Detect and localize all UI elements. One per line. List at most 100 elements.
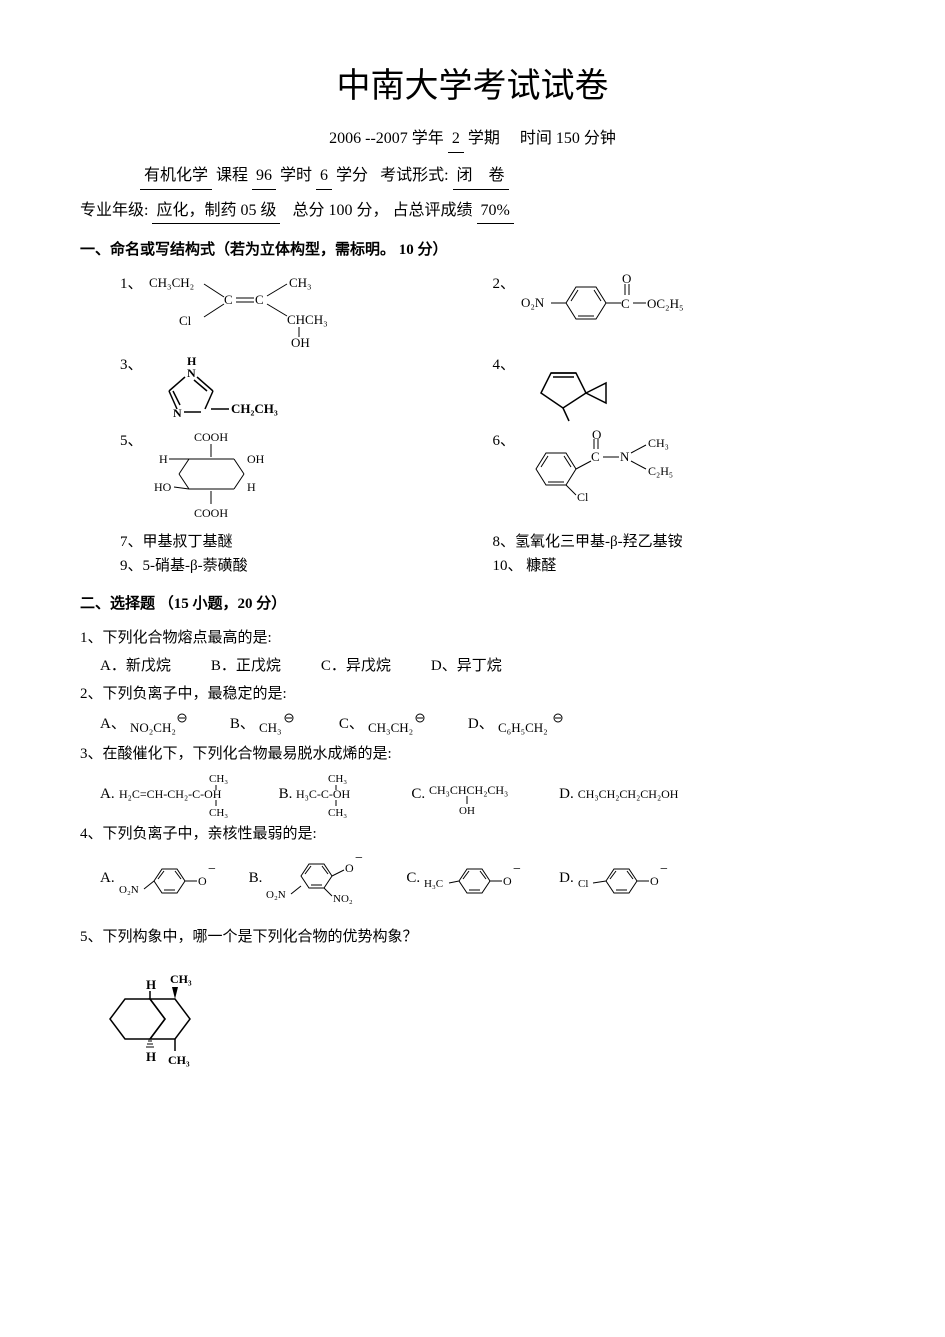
s2-q4a: A. O₂N O − — [100, 855, 219, 900]
svg-text:O₂N: O₂N — [266, 889, 286, 901]
s1-q10: 10、 糠醛 — [493, 554, 866, 578]
s1-q5-structure: COOH H OH HO H COOH — [149, 429, 289, 524]
s2-q2c-formula: CH₃CH₂ — [368, 710, 428, 738]
s2-q5-structure: H CH₃ H CH₃ — [80, 959, 865, 1079]
s2-q2c-label: C、 — [339, 712, 364, 736]
svg-text:H₃C: H₃C — [424, 878, 443, 890]
svg-text:CH₃: CH₃ — [259, 720, 282, 735]
svg-text:NO₂CH₂: NO₂CH₂ — [130, 720, 176, 735]
s1-q4-structure — [521, 353, 631, 423]
s2-q3a: A. H₂C=CH-CH₂-C-OH CH₃ CH₃ — [100, 770, 259, 818]
percent-label: 占总评成绩 — [393, 202, 473, 219]
semester-label: 学期 — [468, 130, 500, 147]
percent: 70% — [477, 198, 514, 225]
s2-q4a-formula: O₂N O − — [119, 855, 219, 900]
svg-text:CH₃: CH₃ — [168, 1053, 190, 1067]
time-value: 150 — [556, 130, 580, 147]
s1-q4-num: 4、 — [493, 353, 516, 377]
s2-q2d-formula: C₆H₅CH₂ — [498, 710, 568, 738]
hours-label: 学时 — [280, 167, 312, 184]
svg-text:H₂C=CH-CH₂-C-OH: H₂C=CH-CH₂-C-OH — [119, 787, 222, 801]
s1-text-names: 7、甲基叔丁基醚 8、氢氧化三甲基-β-羟乙基铵 9、5-硝基-β-萘磺酸 10… — [80, 530, 865, 578]
s1-q2-structure: O₂N C O OC₂H₅ — [521, 272, 741, 332]
s2-q4c: C. H₃C O − — [406, 855, 529, 900]
svg-text:C₆H₅CH₂: C₆H₅CH₂ — [498, 720, 548, 735]
svg-text:Cl: Cl — [577, 490, 589, 504]
s1-q2-num: 2、 — [493, 272, 516, 296]
svg-text:CH₃: CH₃ — [170, 972, 192, 986]
svg-text:CH₃: CH₃ — [328, 807, 347, 818]
s2-q4b-label: B. — [249, 866, 263, 890]
s2-q1b: B．正戊烷 — [211, 654, 281, 678]
s1-row1: 1、 CH₃CH₂ C Cl C CH₃ CHCH₃ OH 2、 — [80, 272, 865, 347]
s1-q3-structure: H N N CH₂CH₃ — [149, 353, 299, 423]
s2-q4-opts: A. O₂N O − B. O₂N O − NO₂ C — [100, 850, 865, 905]
s2-q2a-label: A、 — [100, 712, 126, 736]
s1-q1-num: 1、 — [120, 272, 143, 296]
s2-q2a: A、 NO₂CH₂ — [100, 710, 190, 738]
s2-q3: 3、在酸催化下，下列化合物最易脱水成烯的是: — [80, 742, 865, 766]
svg-text:H: H — [146, 1049, 156, 1064]
s2-q5: 5、下列构象中，哪一个是下列化合物的优势构象？ — [80, 925, 865, 949]
svg-text:OC₂H₅: OC₂H₅ — [647, 296, 684, 311]
s1-q3-num: 3、 — [120, 353, 143, 377]
svg-text:CH₃: CH₃ — [328, 773, 347, 785]
time-label: 时间 — [520, 130, 552, 147]
s1-row2: 3、 H N N CH₂CH₃ 4、 — [80, 353, 865, 423]
svg-text:OH: OH — [247, 452, 265, 466]
s2-q4a-label: A. — [100, 866, 115, 890]
s2-q2b-label: B、 — [230, 712, 255, 736]
s2-q2: 2、下列负离子中，最稳定的是: — [80, 682, 865, 706]
svg-text:C: C — [255, 292, 264, 307]
s1-q8: 8、氢氧化三甲基-β-羟乙基铵 — [493, 530, 866, 554]
section2-head: 二、选择题 （15 小题，20 分） — [80, 592, 865, 616]
svg-text:−: − — [355, 851, 363, 866]
svg-text:COOH: COOH — [194, 506, 228, 520]
svg-text:CH₃: CH₃ — [209, 773, 228, 785]
total-unit: 分， — [356, 202, 388, 219]
svg-text:O: O — [198, 874, 207, 888]
svg-text:OH: OH — [291, 335, 310, 347]
s2-q4b: B. O₂N O − NO₂ — [249, 850, 377, 905]
svg-text:C: C — [224, 292, 233, 307]
s1-q5-num: 5、 — [120, 429, 143, 453]
s1-q6-structure: C O N CH₃ C₂H₅ Cl — [521, 429, 701, 504]
svg-text:Cl: Cl — [179, 313, 192, 328]
s2-q2d-label: D、 — [468, 712, 494, 736]
exam-form: 闭 卷 — [453, 163, 509, 190]
s2-q3c-label: C. — [411, 782, 425, 806]
svg-text:CH₃CH₂: CH₃CH₂ — [368, 720, 413, 735]
s2-q2a-formula: NO₂CH₂ — [130, 710, 190, 738]
svg-text:O: O — [650, 874, 659, 888]
s2-q1c: C．异戊烷 — [321, 654, 391, 678]
s2-q3c-formula: CH₃CHCH₂CH₃ OH — [429, 774, 539, 814]
svg-text:O: O — [503, 874, 512, 888]
hours: 96 — [252, 163, 276, 190]
s2-q1a: A．新戊烷 — [100, 654, 171, 678]
course-line: 有机化学 课程 96 学时 6 学分 考试形式: 闭 卷 — [80, 163, 865, 190]
svg-text:CH₃: CH₃ — [289, 275, 312, 290]
svg-text:H: H — [247, 480, 256, 494]
s1-q7: 7、甲基叔丁基醚 — [120, 530, 493, 554]
credits-label: 学分 — [336, 167, 368, 184]
section1-head: 一、命名或写结构式（若为立体构型，需标明。 10 分） — [80, 238, 865, 262]
svg-text:H: H — [159, 452, 168, 466]
s2-q4b-formula: O₂N O − NO₂ — [266, 850, 376, 905]
total-label: 总分 — [292, 202, 324, 219]
s2-q3a-label: A. — [100, 782, 115, 806]
s1-q1-structure: CH₃CH₂ C Cl C CH₃ CHCH₃ OH — [149, 272, 329, 347]
major-line: 专业年级: 应化，制药 05 级 总分 100 分， 占总评成绩 70% — [80, 198, 865, 225]
s2-q2-opts: A、 NO₂CH₂ B、 CH₃ C、 CH₃CH₂ D、 C₆H₅CH₂ — [100, 710, 865, 738]
s2-q3d: D. CH₃CH₂CH₂CH₂OH — [559, 782, 678, 806]
svg-text:CH₃CHCH₂CH₃: CH₃CHCH₂CH₃ — [429, 783, 508, 797]
svg-text:O: O — [622, 272, 631, 286]
s1-q9: 9、5-硝基-β-萘磺酸 — [120, 554, 493, 578]
semester: 2 — [448, 126, 464, 153]
svg-text:H₃C-C-OH: H₃C-C-OH — [296, 787, 351, 801]
svg-text:O₂N: O₂N — [119, 884, 139, 896]
s2-q2d: D、 C₆H₅CH₂ — [468, 710, 568, 738]
s2-q1: 1、下列化合物熔点最高的是: — [80, 626, 865, 650]
page-title: 中南大学考试试卷 — [80, 60, 865, 114]
s2-q4c-label: C. — [406, 866, 420, 890]
header-line: 2006 --2007 学年 2 学期 时间 150 分钟 — [80, 126, 865, 153]
